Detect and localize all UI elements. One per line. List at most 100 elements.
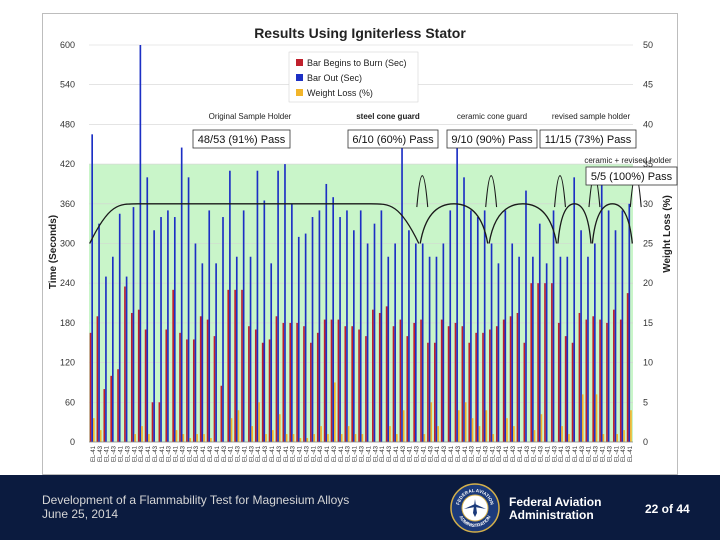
bar-out	[98, 223, 100, 442]
x-tick-label: EL-43	[346, 445, 352, 462]
bar-weight	[457, 410, 460, 442]
bar-burn	[172, 289, 174, 442]
bar-weight	[334, 382, 336, 442]
y2-tick-label: 30	[643, 199, 653, 209]
x-tick-label: EL-43	[580, 445, 586, 462]
bar-weight	[313, 434, 316, 442]
x-tick-label: EL-43	[621, 445, 627, 462]
bar-out	[229, 170, 231, 442]
legend-box	[288, 51, 419, 103]
x-tick-label: EL-41	[146, 445, 152, 462]
bar-out	[359, 210, 362, 442]
x-tick-label: EL-41	[229, 445, 235, 462]
bar-weight	[533, 430, 536, 442]
bar-burn	[475, 332, 477, 442]
x-tick-label: EL-41	[394, 445, 400, 462]
bar-burn	[206, 319, 209, 442]
bar-burn	[289, 322, 292, 442]
bar-out	[538, 223, 541, 442]
bar-weight	[616, 434, 618, 442]
segment-cusp	[554, 175, 566, 208]
x-tick-label: EL-41	[463, 445, 469, 462]
y2-tick-label: 35	[643, 159, 653, 169]
bar-out	[311, 217, 314, 442]
legend-label-out: Bar Out (Sec)	[307, 73, 362, 83]
bar-burn	[571, 342, 574, 442]
result-label: 5/5 (100%) Pass	[591, 171, 673, 183]
bar-out	[428, 256, 431, 442]
x-tick-label: EL-43	[373, 445, 379, 462]
bar-out	[497, 263, 500, 442]
bar-weight	[175, 430, 178, 442]
bar-out	[139, 45, 142, 442]
x-tick-label: EL-43	[125, 445, 131, 462]
bar-burn	[330, 319, 333, 442]
bar-burn	[440, 319, 443, 442]
bar-burn	[275, 316, 278, 442]
x-tick-label: EL-43	[263, 445, 269, 462]
bar-burn	[544, 283, 546, 442]
bar-weight	[395, 434, 398, 442]
x-tick-label: EL-41	[435, 445, 441, 462]
x-tick-label: EL-41	[518, 445, 524, 462]
bar-weight	[203, 434, 205, 442]
bar-burn	[227, 289, 230, 442]
bar-out	[346, 210, 348, 442]
bar-weight	[581, 394, 584, 442]
bar-burn	[220, 385, 223, 442]
bar-out	[249, 256, 252, 442]
x-tick-label: EL-43	[98, 445, 104, 462]
bar-weight	[258, 402, 260, 442]
bar-burn	[234, 289, 236, 442]
x-tick-label: EL-43	[277, 445, 283, 462]
bar-out	[187, 177, 190, 443]
bar-out	[532, 256, 534, 442]
bar-out	[600, 177, 603, 443]
bar-out	[511, 243, 514, 442]
chart-title: Results Using Igniterless Stator	[254, 25, 466, 41]
bar-out	[222, 217, 224, 442]
bars-layer	[89, 45, 632, 443]
y-tick-label: 600	[60, 40, 75, 50]
x-tick-label: EL-43	[566, 445, 572, 462]
bar-out	[566, 256, 569, 442]
bar-weight	[623, 430, 625, 442]
bar-burn	[89, 332, 92, 442]
bar-burn	[179, 332, 181, 442]
x-tick-label: EL-41	[118, 445, 124, 462]
bar-weight	[492, 434, 495, 442]
bar-burn	[523, 342, 526, 442]
presentation-info: Development of a Flammability Test for M…	[42, 493, 349, 521]
bar-out	[594, 243, 596, 442]
legend-swatch-burn	[296, 59, 303, 66]
bar-burn	[592, 316, 595, 442]
bar-burn	[420, 319, 422, 442]
bar-weight	[540, 414, 543, 442]
x-tick-label: EL-41	[614, 445, 620, 462]
bar-weight	[292, 434, 295, 442]
bar-burn	[509, 316, 512, 442]
y2-tick-label: 25	[643, 239, 653, 249]
bar-out	[153, 230, 155, 442]
x-tick-label: EL-41	[628, 445, 634, 462]
y-tick-label: 240	[60, 278, 75, 288]
bar-burn	[282, 322, 285, 442]
bar-weight	[182, 434, 185, 442]
bar-burn	[606, 322, 608, 442]
x-tick-label: EL-41	[215, 445, 221, 462]
x-tick-label: EL-41	[187, 445, 193, 462]
x-tick-label: EL-41	[353, 445, 359, 462]
bar-weight	[602, 434, 605, 442]
x-tick-label: EL-41	[174, 445, 180, 462]
bar-out	[173, 217, 176, 442]
bar-weight	[389, 426, 391, 442]
bar-burn	[117, 369, 119, 442]
bar-out	[387, 256, 390, 442]
segment-curve	[488, 203, 558, 244]
x-tick-label: EL-41	[105, 445, 111, 462]
x-tick-label: EL-43	[208, 445, 214, 462]
bar-out	[621, 210, 624, 442]
x-tick-label: EL-41	[284, 445, 290, 462]
bar-burn	[144, 329, 147, 442]
bar-burn	[248, 326, 250, 442]
